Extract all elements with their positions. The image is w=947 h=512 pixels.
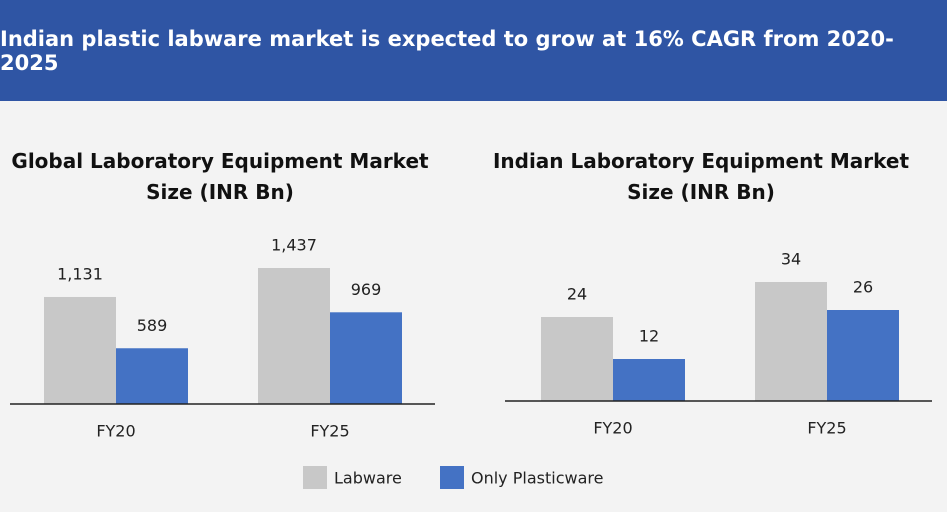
x-tick-label: FY20 xyxy=(96,422,135,441)
bar xyxy=(613,359,685,401)
value-label: 12 xyxy=(639,327,659,346)
legend-label: Only Plasticware xyxy=(471,469,603,488)
header-title: Indian plastic labware market is expecte… xyxy=(0,0,947,101)
value-label: 1,437 xyxy=(271,236,317,255)
value-label: 1,131 xyxy=(57,264,103,283)
bar xyxy=(258,268,330,404)
bar xyxy=(755,282,827,401)
chart-title: Global Laboratory Equipment Market Size … xyxy=(11,149,429,204)
x-tick-label: FY25 xyxy=(807,419,846,438)
bar xyxy=(330,312,402,404)
x-tick-label: FY25 xyxy=(310,422,349,441)
chart-title: Indian Laboratory Equipment Market Size … xyxy=(492,149,910,204)
value-label: 26 xyxy=(853,278,873,297)
value-label: 969 xyxy=(351,280,382,299)
bar xyxy=(827,310,899,401)
value-label: 589 xyxy=(137,316,168,335)
bar xyxy=(541,317,613,401)
legend-swatch xyxy=(303,466,327,489)
legend-label: Labware xyxy=(334,469,402,488)
legend-swatch xyxy=(440,466,464,489)
bar xyxy=(44,296,116,404)
value-label: 34 xyxy=(781,250,801,269)
x-tick-label: FY20 xyxy=(593,419,632,438)
bar xyxy=(116,348,188,404)
value-label: 24 xyxy=(567,285,587,304)
